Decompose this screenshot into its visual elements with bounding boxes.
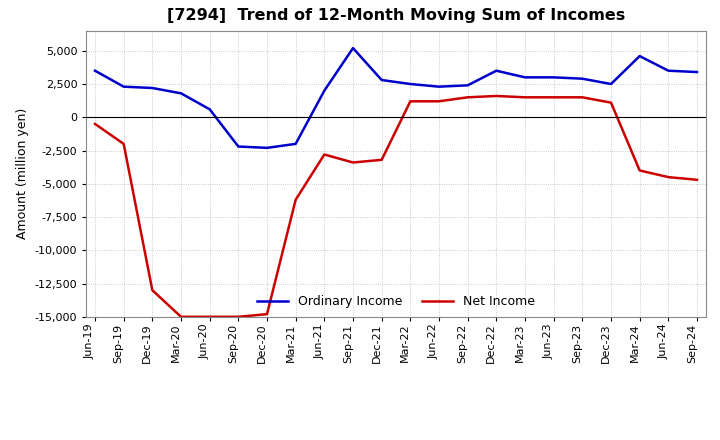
Ordinary Income <box>607 81 616 87</box>
Ordinary Income <box>578 76 587 81</box>
Ordinary Income <box>521 75 529 80</box>
Ordinary Income <box>148 85 157 91</box>
Ordinary Income <box>91 68 99 73</box>
Net Income <box>292 197 300 202</box>
Net Income <box>348 160 357 165</box>
Ordinary Income <box>377 77 386 83</box>
Ordinary Income <box>664 68 672 73</box>
Ordinary Income <box>435 84 444 89</box>
Net Income <box>205 314 214 319</box>
Ordinary Income <box>292 141 300 147</box>
Net Income <box>120 141 128 147</box>
Ordinary Income <box>492 68 500 73</box>
Net Income <box>377 157 386 162</box>
Ordinary Income <box>320 88 328 93</box>
Y-axis label: Amount (million yen): Amount (million yen) <box>16 108 30 239</box>
Ordinary Income <box>234 144 243 149</box>
Net Income <box>693 177 701 183</box>
Net Income <box>521 95 529 100</box>
Net Income <box>635 168 644 173</box>
Net Income <box>549 95 558 100</box>
Ordinary Income <box>348 45 357 51</box>
Ordinary Income <box>464 83 472 88</box>
Line: Ordinary Income: Ordinary Income <box>95 48 697 148</box>
Net Income <box>234 314 243 319</box>
Legend: Ordinary Income, Net Income: Ordinary Income, Net Income <box>252 290 540 313</box>
Net Income <box>176 314 185 319</box>
Net Income <box>435 99 444 104</box>
Net Income <box>578 95 587 100</box>
Net Income <box>492 93 500 99</box>
Title: [7294]  Trend of 12-Month Moving Sum of Incomes: [7294] Trend of 12-Month Moving Sum of I… <box>167 7 625 23</box>
Net Income <box>263 312 271 317</box>
Ordinary Income <box>693 70 701 75</box>
Ordinary Income <box>549 75 558 80</box>
Net Income <box>406 99 415 104</box>
Net Income <box>91 121 99 127</box>
Ordinary Income <box>263 145 271 150</box>
Line: Net Income: Net Income <box>95 96 697 317</box>
Ordinary Income <box>406 81 415 87</box>
Net Income <box>320 152 328 157</box>
Ordinary Income <box>205 106 214 112</box>
Ordinary Income <box>635 53 644 59</box>
Ordinary Income <box>176 91 185 96</box>
Net Income <box>607 100 616 105</box>
Ordinary Income <box>120 84 128 89</box>
Net Income <box>148 288 157 293</box>
Net Income <box>464 95 472 100</box>
Net Income <box>664 175 672 180</box>
